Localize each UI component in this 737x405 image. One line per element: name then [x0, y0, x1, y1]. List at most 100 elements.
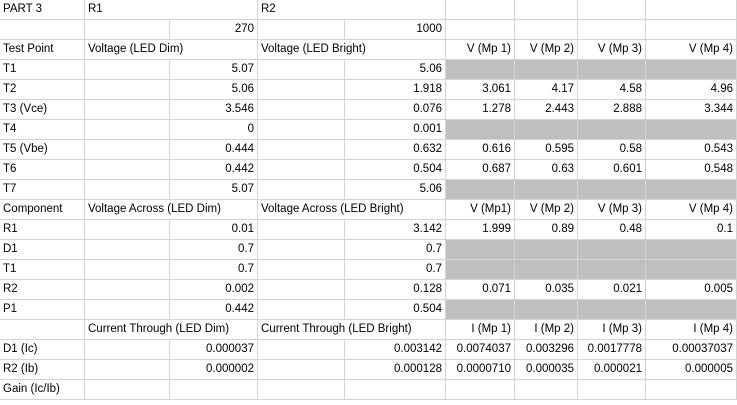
cell-r8-c0[interactable]: T6: [0, 160, 85, 180]
cell-r18-c5[interactable]: 0.0000710: [446, 360, 515, 380]
cell-r16-c8[interactable]: I (Mp 4): [646, 320, 737, 340]
cell-r11-c7[interactable]: 0.48: [578, 220, 646, 240]
cell-r1-c8[interactable]: [646, 20, 737, 40]
cell-r1-c0[interactable]: [0, 20, 85, 40]
cell-r12-c2[interactable]: 0.7: [170, 240, 258, 260]
cell-r2-c5[interactable]: V (Mp 1): [446, 40, 515, 60]
cell-r0-c0[interactable]: PART 3: [0, 0, 85, 20]
cell-r4-c3[interactable]: [258, 80, 345, 100]
cell-r11-c5[interactable]: 1.999: [446, 220, 515, 240]
cell-r7-c2[interactable]: 0.444: [170, 140, 258, 160]
cell-r1-c7[interactable]: [578, 20, 646, 40]
cell-r6-c4[interactable]: 0.001: [345, 120, 446, 140]
cell-r16-c3[interactable]: Current Through (LED Bright): [258, 320, 446, 340]
cell-r9-c1[interactable]: [85, 180, 170, 200]
cell-r5-c5[interactable]: 1.278: [446, 100, 515, 120]
cell-r8-c6[interactable]: 0.63: [515, 160, 578, 180]
cell-r9-c8[interactable]: [646, 180, 737, 200]
cell-r15-c3[interactable]: [258, 300, 345, 320]
cell-r11-c2[interactable]: 0.01: [170, 220, 258, 240]
cell-r19-c5[interactable]: [446, 380, 515, 400]
cell-r0-c8[interactable]: [646, 0, 737, 20]
cell-r1-c5[interactable]: [446, 20, 515, 40]
cell-r16-c0[interactable]: [0, 320, 85, 340]
cell-r1-c3[interactable]: [258, 20, 345, 40]
cell-r14-c7[interactable]: 0.021: [578, 280, 646, 300]
cell-r10-c1[interactable]: Voltage Across (LED Dim): [85, 200, 258, 220]
cell-r0-c1[interactable]: R1: [85, 0, 258, 20]
cell-r7-c0[interactable]: T5 (Vbe): [0, 140, 85, 160]
cell-r18-c0[interactable]: R2 (Ib): [0, 360, 85, 380]
cell-r3-c7[interactable]: [578, 60, 646, 80]
cell-r1-c4[interactable]: 1000: [345, 20, 446, 40]
cell-r8-c2[interactable]: 0.442: [170, 160, 258, 180]
cell-r5-c1[interactable]: [85, 100, 170, 120]
cell-r13-c5[interactable]: [446, 260, 515, 280]
cell-r13-c0[interactable]: T1: [0, 260, 85, 280]
cell-r19-c0[interactable]: Gain (Ic/Ib): [0, 380, 85, 400]
cell-r2-c1[interactable]: Voltage (LED Dim): [85, 40, 258, 60]
cell-r14-c5[interactable]: 0.071: [446, 280, 515, 300]
cell-r10-c0[interactable]: Component: [0, 200, 85, 220]
cell-r17-c1[interactable]: [85, 340, 170, 360]
cell-r11-c1[interactable]: [85, 220, 170, 240]
cell-r19-c2[interactable]: [170, 380, 258, 400]
cell-r3-c6[interactable]: [515, 60, 578, 80]
cell-r12-c8[interactable]: [646, 240, 737, 260]
cell-r6-c8[interactable]: [646, 120, 737, 140]
cell-r14-c6[interactable]: 0.035: [515, 280, 578, 300]
cell-r19-c1[interactable]: [85, 380, 170, 400]
cell-r17-c7[interactable]: 0.0017778: [578, 340, 646, 360]
cell-r3-c5[interactable]: [446, 60, 515, 80]
cell-r14-c4[interactable]: 0.128: [345, 280, 446, 300]
cell-r9-c0[interactable]: T7: [0, 180, 85, 200]
cell-r13-c3[interactable]: [258, 260, 345, 280]
cell-r2-c8[interactable]: V (Mp 4): [646, 40, 737, 60]
cell-r13-c6[interactable]: [515, 260, 578, 280]
cell-r12-c5[interactable]: [446, 240, 515, 260]
cell-r11-c4[interactable]: 3.142: [345, 220, 446, 240]
cell-r1-c1[interactable]: [85, 20, 170, 40]
cell-r9-c6[interactable]: [515, 180, 578, 200]
cell-r3-c0[interactable]: T1: [0, 60, 85, 80]
cell-r15-c1[interactable]: [85, 300, 170, 320]
cell-r3-c4[interactable]: 5.06: [345, 60, 446, 80]
cell-r12-c1[interactable]: [85, 240, 170, 260]
cell-r19-c3[interactable]: [258, 380, 345, 400]
cell-r16-c1[interactable]: Current Through (LED Dim): [85, 320, 258, 340]
cell-r5-c8[interactable]: 3.344: [646, 100, 737, 120]
cell-r8-c5[interactable]: 0.687: [446, 160, 515, 180]
cell-r13-c1[interactable]: [85, 260, 170, 280]
cell-r4-c2[interactable]: 5.06: [170, 80, 258, 100]
cell-r4-c1[interactable]: [85, 80, 170, 100]
cell-r3-c8[interactable]: [646, 60, 737, 80]
cell-r13-c2[interactable]: 0.7: [170, 260, 258, 280]
cell-r10-c5[interactable]: V (Mp1): [446, 200, 515, 220]
cell-r11-c3[interactable]: [258, 220, 345, 240]
cell-r7-c4[interactable]: 0.632: [345, 140, 446, 160]
cell-r15-c5[interactable]: [446, 300, 515, 320]
cell-r17-c6[interactable]: 0.003296: [515, 340, 578, 360]
cell-r17-c8[interactable]: 0.00037037: [646, 340, 737, 360]
cell-r18-c4[interactable]: 0.000128: [345, 360, 446, 380]
cell-r17-c4[interactable]: 0.003142: [345, 340, 446, 360]
cell-r9-c2[interactable]: 5.07: [170, 180, 258, 200]
cell-r15-c4[interactable]: 0.504: [345, 300, 446, 320]
cell-r16-c7[interactable]: I (Mp 3): [578, 320, 646, 340]
cell-r16-c5[interactable]: I (Mp 1): [446, 320, 515, 340]
cell-r1-c6[interactable]: [515, 20, 578, 40]
cell-r2-c0[interactable]: Test Point: [0, 40, 85, 60]
cell-r11-c8[interactable]: 0.1: [646, 220, 737, 240]
cell-r9-c7[interactable]: [578, 180, 646, 200]
cell-r19-c8[interactable]: [646, 380, 737, 400]
cell-r6-c1[interactable]: [85, 120, 170, 140]
cell-r9-c5[interactable]: [446, 180, 515, 200]
cell-r8-c3[interactable]: [258, 160, 345, 180]
cell-r16-c6[interactable]: I (Mp 2): [515, 320, 578, 340]
cell-r12-c0[interactable]: D1: [0, 240, 85, 260]
cell-r4-c4[interactable]: 1.918: [345, 80, 446, 100]
cell-r2-c6[interactable]: V (Mp 2): [515, 40, 578, 60]
cell-r7-c7[interactable]: 0.58: [578, 140, 646, 160]
cell-r7-c1[interactable]: [85, 140, 170, 160]
cell-r13-c8[interactable]: [646, 260, 737, 280]
